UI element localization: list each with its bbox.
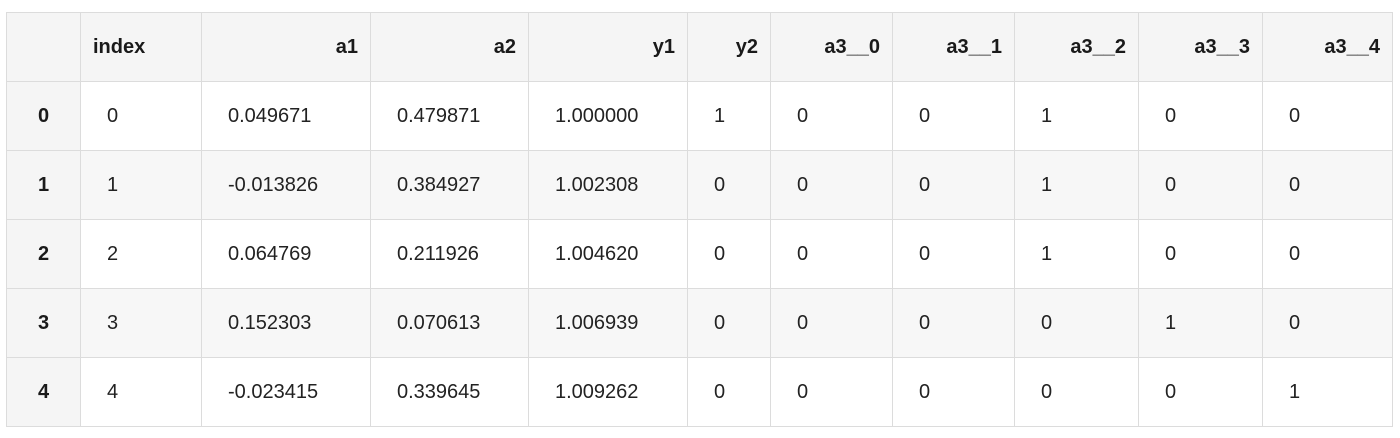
cell-a3--2: 1 [1014, 81, 1139, 151]
cell-a3--0: 0 [770, 150, 893, 220]
column-header-a2: a2 [370, 12, 529, 82]
column-header-a3--0: a3__0 [770, 12, 893, 82]
corner-cell [6, 12, 81, 82]
cell-a3--3: 0 [1138, 150, 1263, 220]
column-header-y2: y2 [687, 12, 771, 82]
row-index-label: 2 [6, 219, 81, 289]
cell-y2: 0 [687, 150, 771, 220]
header-row: index a1 a2 y1 y2 a3__0 a3__1 a3__2 a3__3 a3__4 [6, 12, 1393, 82]
cell-y2: 1 [687, 81, 771, 151]
cell-a3--4: 0 [1262, 81, 1393, 151]
cell-a3--1: 0 [892, 357, 1015, 427]
table-row: 3 3 0.152303 0.070613 1.006939 0 0 0 0 1 0 [6, 288, 1393, 358]
cell-index: 3 [80, 288, 202, 358]
cell-y1: 1.004620 [528, 219, 688, 289]
cell-y2: 0 [687, 357, 771, 427]
row-index-label: 3 [6, 288, 81, 358]
table-row: 4 4 -0.023415 0.339645 1.009262 0 0 0 0 0 1 [6, 357, 1393, 427]
cell-index: 2 [80, 219, 202, 289]
cell-a3--2: 0 [1014, 288, 1139, 358]
cell-y1: 1.006939 [528, 288, 688, 358]
row-index-label: 4 [6, 357, 81, 427]
cell-a3--4: 0 [1262, 150, 1393, 220]
table-body: 0 0 0.049671 0.479871 1.000000 1 0 0 1 0 0 1 1 -0.013… [6, 81, 1393, 427]
column-header-a3--2: a3__2 [1014, 12, 1139, 82]
cell-a1: -0.013826 [201, 150, 371, 220]
table-row: 0 0 0.049671 0.479871 1.000000 1 0 0 1 0 0 [6, 81, 1393, 151]
cell-a2: 0.070613 [370, 288, 529, 358]
cell-a3--0: 0 [770, 219, 893, 289]
cell-a3--0: 0 [770, 357, 893, 427]
cell-a3--2: 0 [1014, 357, 1139, 427]
cell-a1: -0.023415 [201, 357, 371, 427]
table-row: 1 1 -0.013826 0.384927 1.002308 0 0 0 1 0 0 [6, 150, 1393, 220]
cell-a3--1: 0 [892, 150, 1015, 220]
cell-y2: 0 [687, 288, 771, 358]
column-header-a3--4: a3__4 [1262, 12, 1393, 82]
dataframe-container: index a1 a2 y1 y2 a3__0 a3__1 a3__2 a3__3 a3__4 0… [0, 12, 1400, 427]
cell-a3--3: 0 [1138, 357, 1263, 427]
cell-y2: 0 [687, 219, 771, 289]
column-header-index: index [80, 12, 202, 82]
cell-a3--2: 1 [1014, 219, 1139, 289]
cell-a2: 0.384927 [370, 150, 529, 220]
column-header-a1: a1 [201, 12, 371, 82]
cell-a2: 0.211926 [370, 219, 529, 289]
cell-a2: 0.339645 [370, 357, 529, 427]
cell-a3--4: 0 [1262, 288, 1393, 358]
cell-a3--0: 0 [770, 81, 893, 151]
cell-y1: 1.009262 [528, 357, 688, 427]
cell-a3--0: 0 [770, 288, 893, 358]
column-header-a3--1: a3__1 [892, 12, 1015, 82]
column-header-y1: y1 [528, 12, 688, 82]
cell-a3--2: 1 [1014, 150, 1139, 220]
cell-a1: 0.064769 [201, 219, 371, 289]
cell-a3--3: 1 [1138, 288, 1263, 358]
cell-a3--3: 0 [1138, 219, 1263, 289]
row-index-label: 1 [6, 150, 81, 220]
cell-a1: 0.152303 [201, 288, 371, 358]
cell-a2: 0.479871 [370, 81, 529, 151]
cell-index: 0 [80, 81, 202, 151]
cell-a3--1: 0 [892, 288, 1015, 358]
table-row: 2 2 0.064769 0.211926 1.004620 0 0 0 1 0 0 [6, 219, 1393, 289]
cell-y1: 1.000000 [528, 81, 688, 151]
cell-index: 4 [80, 357, 202, 427]
column-header-a3--3: a3__3 [1138, 12, 1263, 82]
cell-index: 1 [80, 150, 202, 220]
cell-y1: 1.002308 [528, 150, 688, 220]
cell-a3--4: 1 [1262, 357, 1393, 427]
cell-a1: 0.049671 [201, 81, 371, 151]
dataframe-table: index a1 a2 y1 y2 a3__0 a3__1 a3__2 a3__3 a3__4 0… [6, 12, 1393, 427]
cell-a3--1: 0 [892, 219, 1015, 289]
cell-a3--3: 0 [1138, 81, 1263, 151]
row-index-label: 0 [6, 81, 81, 151]
cell-a3--4: 0 [1262, 219, 1393, 289]
cell-a3--1: 0 [892, 81, 1015, 151]
